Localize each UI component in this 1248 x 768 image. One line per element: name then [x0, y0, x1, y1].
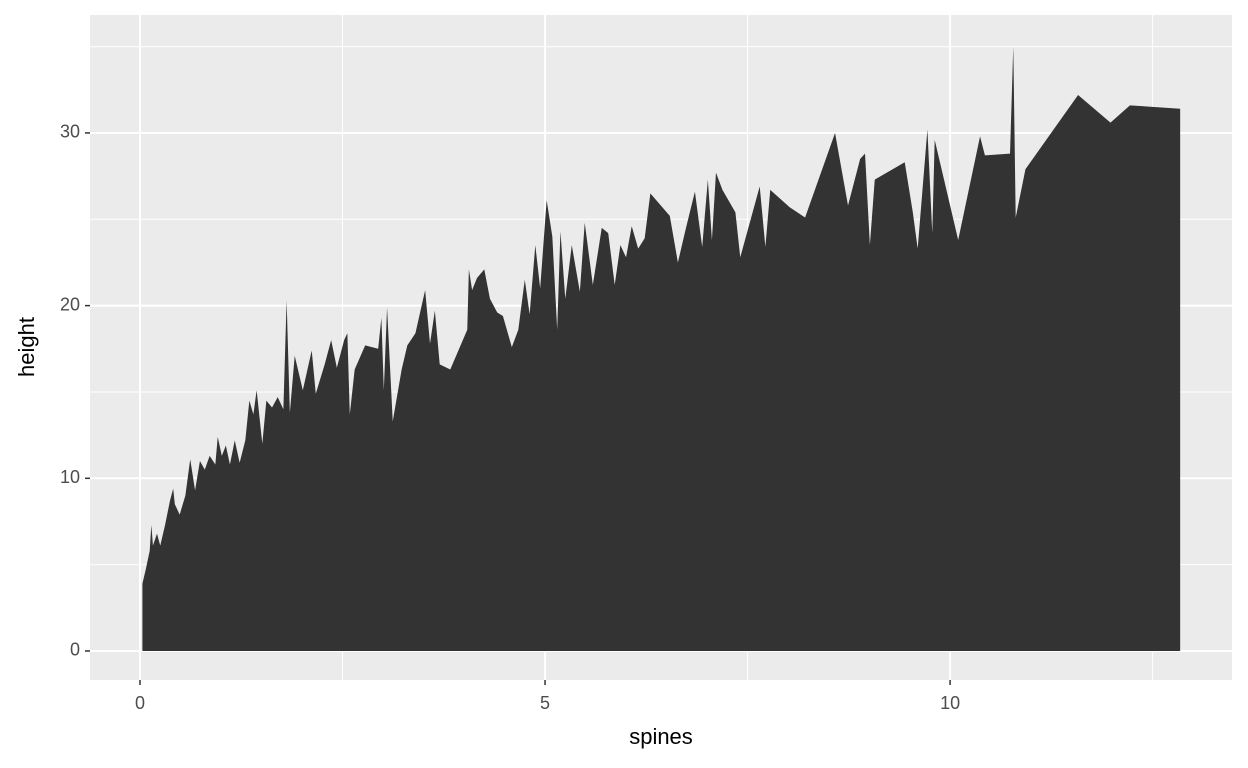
x-tick-label: 10: [940, 693, 960, 713]
y-tick-label: 10: [60, 467, 80, 487]
x-tick-label: 5: [540, 693, 550, 713]
x-axis-title: spines: [629, 724, 693, 749]
y-tick-label: 20: [60, 294, 80, 314]
area: [142, 46, 1181, 651]
x-tick-label: 0: [135, 693, 145, 713]
y-axis-title: height: [14, 317, 39, 377]
y-tick-label: 0: [70, 640, 80, 660]
y-tick-label: 30: [60, 122, 80, 142]
